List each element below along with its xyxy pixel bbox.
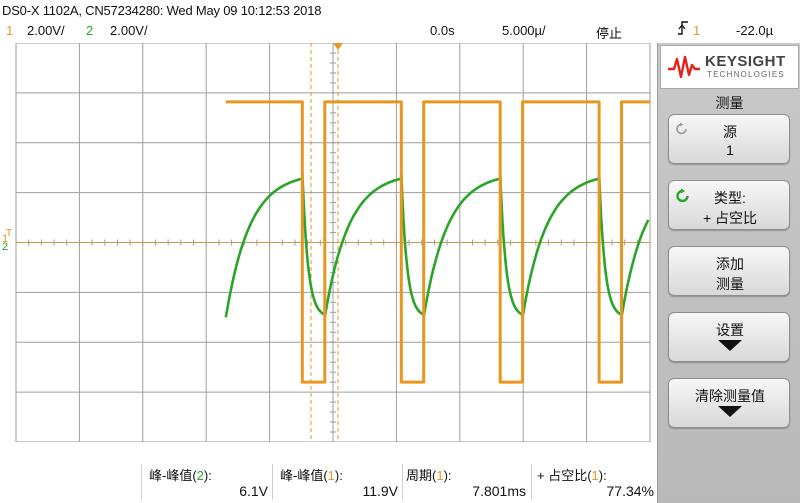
rotate-knob-icon bbox=[675, 122, 689, 141]
rotate-knob-active-icon bbox=[675, 188, 691, 209]
softkey-label: 设置 bbox=[716, 322, 744, 338]
down-arrow-icon bbox=[718, 340, 742, 351]
ch2-number[interactable]: 2 bbox=[86, 23, 94, 38]
measurement-channel: 2 bbox=[196, 468, 204, 483]
measurement-value: 6.1V bbox=[239, 483, 268, 499]
waveform-display[interactable]: 1 T 2 bbox=[0, 43, 657, 442]
softkey-label: 源 bbox=[723, 124, 737, 140]
measurement-label: + 占空比( bbox=[537, 468, 592, 483]
measurement-label: 周期( bbox=[406, 468, 437, 483]
window-title: DS0-X 1102A, CN57234280: Wed May 09 10:1… bbox=[2, 3, 322, 18]
softkey-settings[interactable]: 设置 bbox=[668, 312, 790, 362]
measurement-label-suffix: ): bbox=[598, 468, 607, 483]
softkey-clear-measurements[interactable]: 清除测量值 bbox=[668, 378, 790, 428]
measurement-channel: 1 bbox=[436, 468, 444, 483]
logo-sub-text: TECHNOLOGIES bbox=[707, 70, 785, 79]
measurement-label-suffix: ): bbox=[203, 468, 212, 483]
trigger-source[interactable]: 1 bbox=[693, 23, 701, 38]
trigger-level-marker[interactable]: T bbox=[6, 228, 12, 239]
measurement-value: 11.9V bbox=[362, 483, 398, 499]
softkey-value: + 占空比 bbox=[702, 210, 758, 226]
measurement-bar: 峰-峰值(2): 6.1V 峰-峰值(1): 11.9V 周期(1): 7.80… bbox=[0, 462, 657, 503]
measurement-value: 77.34% bbox=[606, 483, 654, 499]
time-delay[interactable]: 0.0s bbox=[430, 23, 455, 38]
trigger-level[interactable]: -22.0µ bbox=[736, 23, 774, 38]
measurement-label-suffix: ): bbox=[443, 468, 452, 483]
softkey-label: 类型: bbox=[714, 190, 746, 206]
keysight-wave-icon bbox=[668, 55, 700, 79]
measurement-1[interactable]: 峰-峰值(2): 6.1V bbox=[141, 462, 272, 503]
ch2-trace bbox=[224, 171, 650, 319]
trigger-position-marker[interactable] bbox=[333, 43, 343, 50]
measurement-label: 峰-峰值( bbox=[280, 468, 328, 483]
time-scale[interactable]: 5.000µ/ bbox=[502, 23, 546, 38]
menu-title: 测量 bbox=[715, 95, 744, 111]
softkey-label: 清除测量值 bbox=[695, 388, 765, 404]
brand-logo: KEYSIGHT TECHNOLOGIES bbox=[660, 45, 799, 89]
reference-lines bbox=[16, 43, 650, 442]
ch1-number[interactable]: 1 bbox=[6, 23, 14, 38]
softkey-type[interactable]: 类型: + 占空比 bbox=[668, 180, 790, 230]
softkey-source[interactable]: 源 1 bbox=[668, 114, 790, 164]
softkey-value: 1 bbox=[726, 142, 734, 158]
measurement-4[interactable]: + 占空比(1): 77.34% bbox=[531, 462, 657, 503]
measurement-2[interactable]: 峰-峰值(1): 11.9V bbox=[272, 462, 402, 503]
rising-edge-trigger-icon bbox=[677, 20, 689, 39]
measurement-3[interactable]: 周期(1): 7.801ms bbox=[402, 462, 531, 503]
ch1-trace bbox=[225, 100, 650, 384]
ch1-ground-marker[interactable]: 1 bbox=[2, 233, 8, 245]
run-state[interactable]: 停止 bbox=[596, 26, 623, 41]
softkey-label-line2: 测量 bbox=[716, 276, 744, 292]
ch2-scale[interactable]: 2.00V/ bbox=[110, 23, 148, 38]
measurement-label: 峰-峰值( bbox=[149, 468, 197, 483]
measurement-channel: 1 bbox=[327, 468, 335, 483]
measurement-value: 7.801ms bbox=[472, 483, 526, 499]
softkey-add-measurement[interactable]: 添加 测量 bbox=[668, 246, 790, 296]
measurement-label-suffix: ): bbox=[334, 468, 343, 483]
down-arrow-icon bbox=[718, 406, 742, 417]
softkey-label: 添加 bbox=[716, 256, 744, 272]
ch2-ground-marker[interactable]: 2 bbox=[2, 241, 8, 253]
softkey-panel: KEYSIGHT TECHNOLOGIES 测量 源 1 类型: + 占空比 添… bbox=[657, 43, 800, 503]
measurement-channel: 1 bbox=[591, 468, 599, 483]
ch1-scale[interactable]: 2.00V/ bbox=[27, 23, 65, 38]
logo-brand-text: KEYSIGHT bbox=[705, 53, 786, 70]
